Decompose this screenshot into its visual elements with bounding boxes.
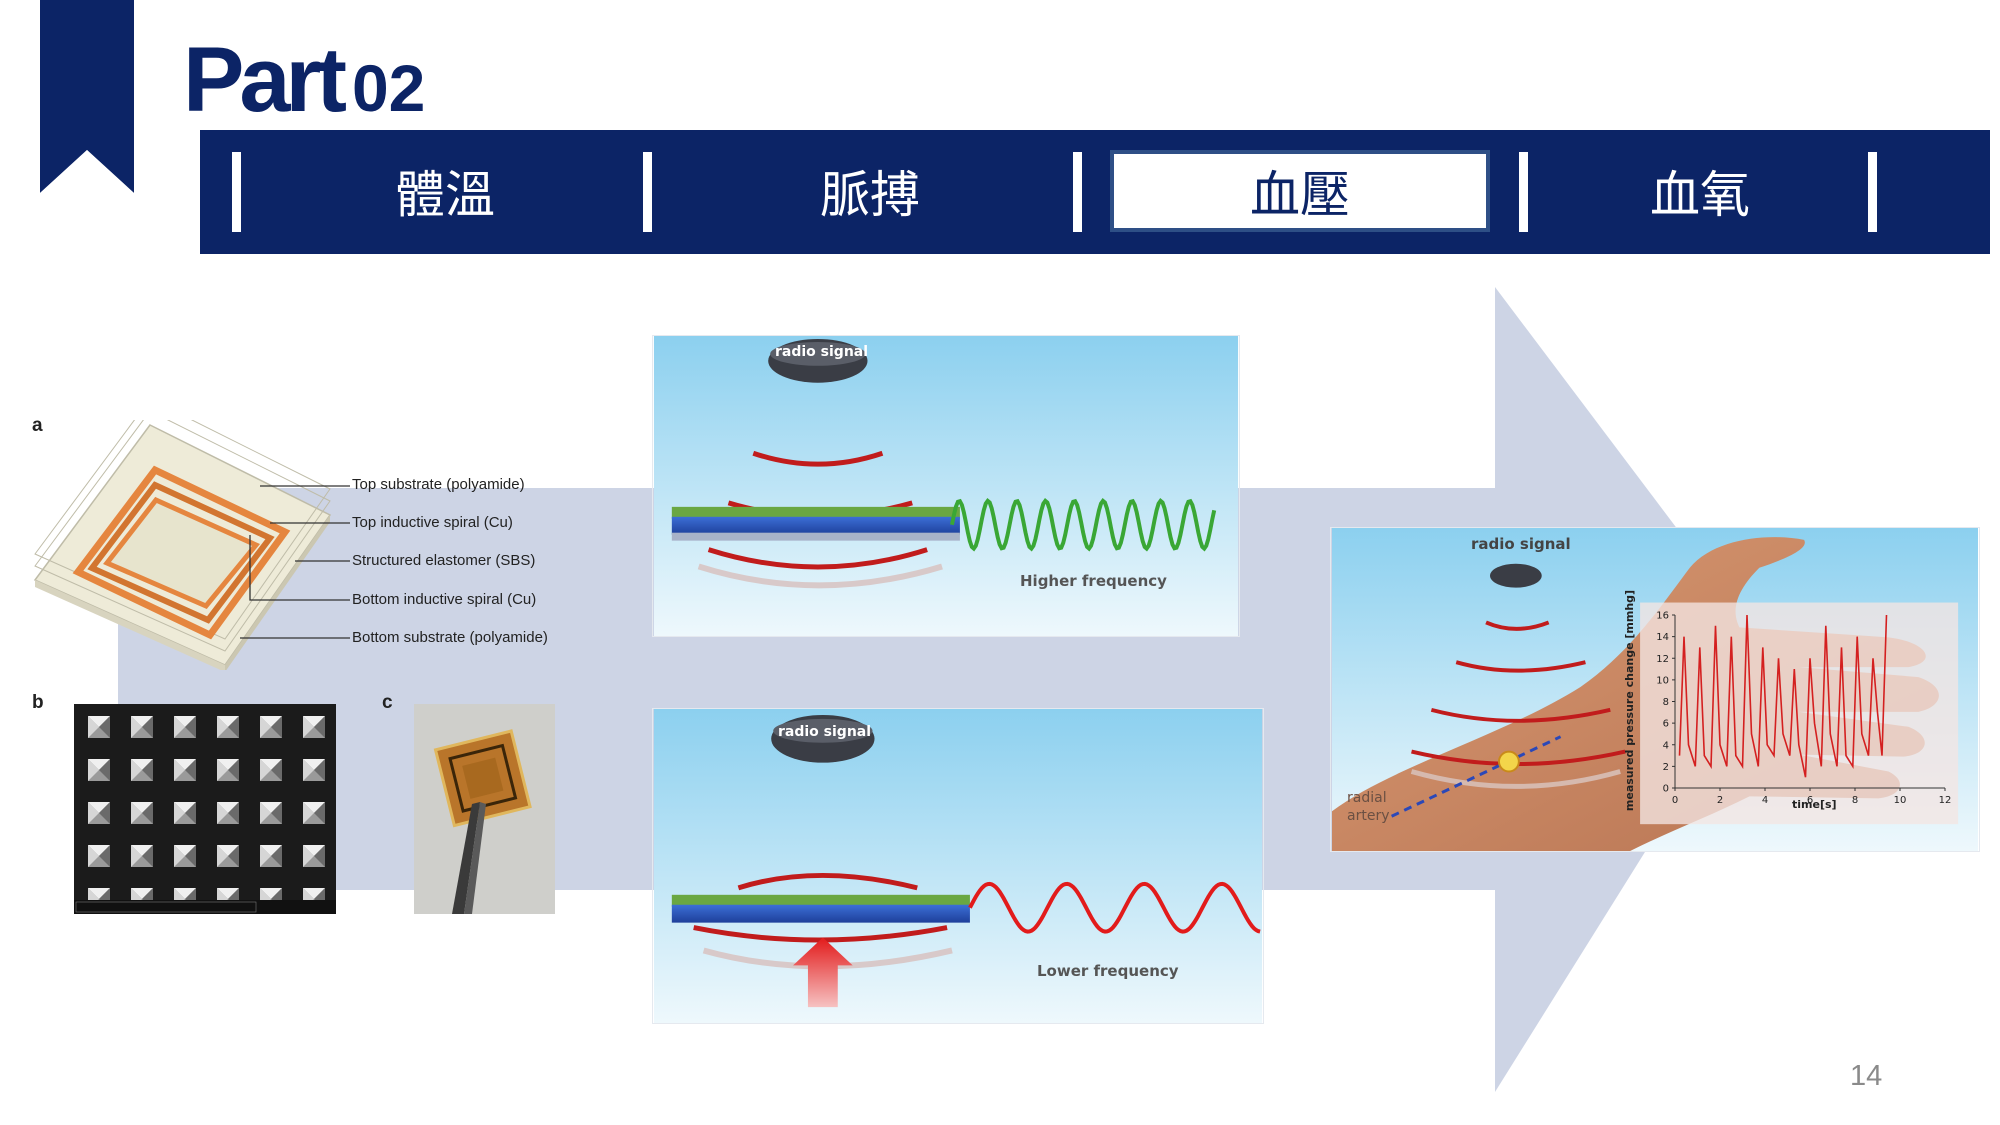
chart-x-tick-label: 4 [1762, 795, 1768, 806]
pressure-series-line [1678, 614, 1888, 778]
radial-artery-line1: radial [1347, 790, 1387, 806]
layer-label: Bottom inductive spiral (Cu) [352, 591, 537, 608]
chart-y-tick-label: 2 [1663, 762, 1669, 773]
tab-body-temperature[interactable]: 體溫 [395, 166, 495, 224]
layer-label: Structured elastomer (SBS) [352, 552, 536, 569]
chart-ylabel: measured pressure change [mmhg] [1623, 589, 1637, 811]
figure-b-label: b [32, 692, 44, 713]
chart-x-tick-label: 12 [1939, 795, 1952, 806]
chart-y-tick-label: 16 [1656, 611, 1669, 622]
page-number: 14 [1850, 1060, 1883, 1092]
nav-separator [1519, 152, 1528, 232]
radio-signal-label: radio signal [775, 344, 869, 360]
radio-signal-label: radio signal [778, 724, 872, 740]
radial-artery-label: radial artery [1347, 789, 1389, 825]
lower-frequency-label: Lower frequency [1037, 962, 1179, 980]
chart-y-tick-label: 0 [1663, 784, 1669, 795]
chart-x-tick-label: 6 [1807, 795, 1813, 806]
wrist-monitoring-panel [1330, 527, 1980, 852]
bookmark-ribbon-icon [40, 0, 134, 193]
chart-xlabel: time[s] [1792, 798, 1837, 811]
title-number: 02 [351, 51, 426, 125]
chart-y-tick-label: 12 [1656, 654, 1669, 665]
layer-label: Bottom substrate (polyamide) [352, 629, 548, 646]
device-photo-image [414, 704, 555, 914]
tab-blood-pressure[interactable]: 血壓 [1110, 150, 1490, 232]
figure-a-label: a [32, 415, 43, 436]
layer-label: Top substrate (polyamide) [352, 476, 525, 493]
tab-pulse[interactable]: 脈搏 [820, 166, 920, 224]
chart-y-tick-label: 14 [1656, 632, 1669, 643]
nav-separator [643, 152, 652, 232]
layer-label: Top inductive spiral (Cu) [352, 514, 513, 531]
higher-frequency-label: Higher frequency [1020, 572, 1167, 590]
radial-artery-line2: artery [1347, 808, 1390, 824]
chart-y-tick-label: 10 [1656, 675, 1669, 686]
sensor-layer-diagram [33, 420, 332, 670]
chart-x-tick-label: 10 [1894, 795, 1907, 806]
topic-navbar: 體溫 脈搏 血壓 血氧 [200, 130, 1990, 254]
nav-separator [1073, 152, 1082, 232]
nav-separator [232, 152, 241, 232]
figure-c-label: c [382, 692, 393, 713]
chart-x-tick-label: 2 [1717, 795, 1723, 806]
sensor-lower-frequency-panel [652, 708, 1264, 1024]
chart-y-tick-label: 4 [1663, 740, 1669, 751]
sem-micrograph-image [74, 704, 336, 914]
page-title: Part 02 [183, 28, 425, 133]
sensor-higher-frequency-panel [652, 335, 1240, 637]
chart-ylabel-wrap: measured pressure change [mmhg] [1619, 589, 1641, 810]
title-word: Part [183, 29, 347, 131]
nav-separator [1868, 152, 1877, 232]
layer-leader-lines [240, 485, 350, 639]
chart-y-tick-label: 8 [1663, 697, 1669, 708]
tab-blood-oxygen[interactable]: 血氧 [1650, 166, 1750, 224]
chart-y-tick-label: 6 [1663, 719, 1669, 730]
chart-x-tick-label: 8 [1852, 795, 1858, 806]
pressure-chart: 0 2 4 6 8 10 12 14 16 0 2 4 6 8 10 12 [1656, 611, 1952, 807]
chart-x-tick-label: 0 [1672, 795, 1678, 806]
radio-signal-label: radio signal [1471, 535, 1571, 553]
